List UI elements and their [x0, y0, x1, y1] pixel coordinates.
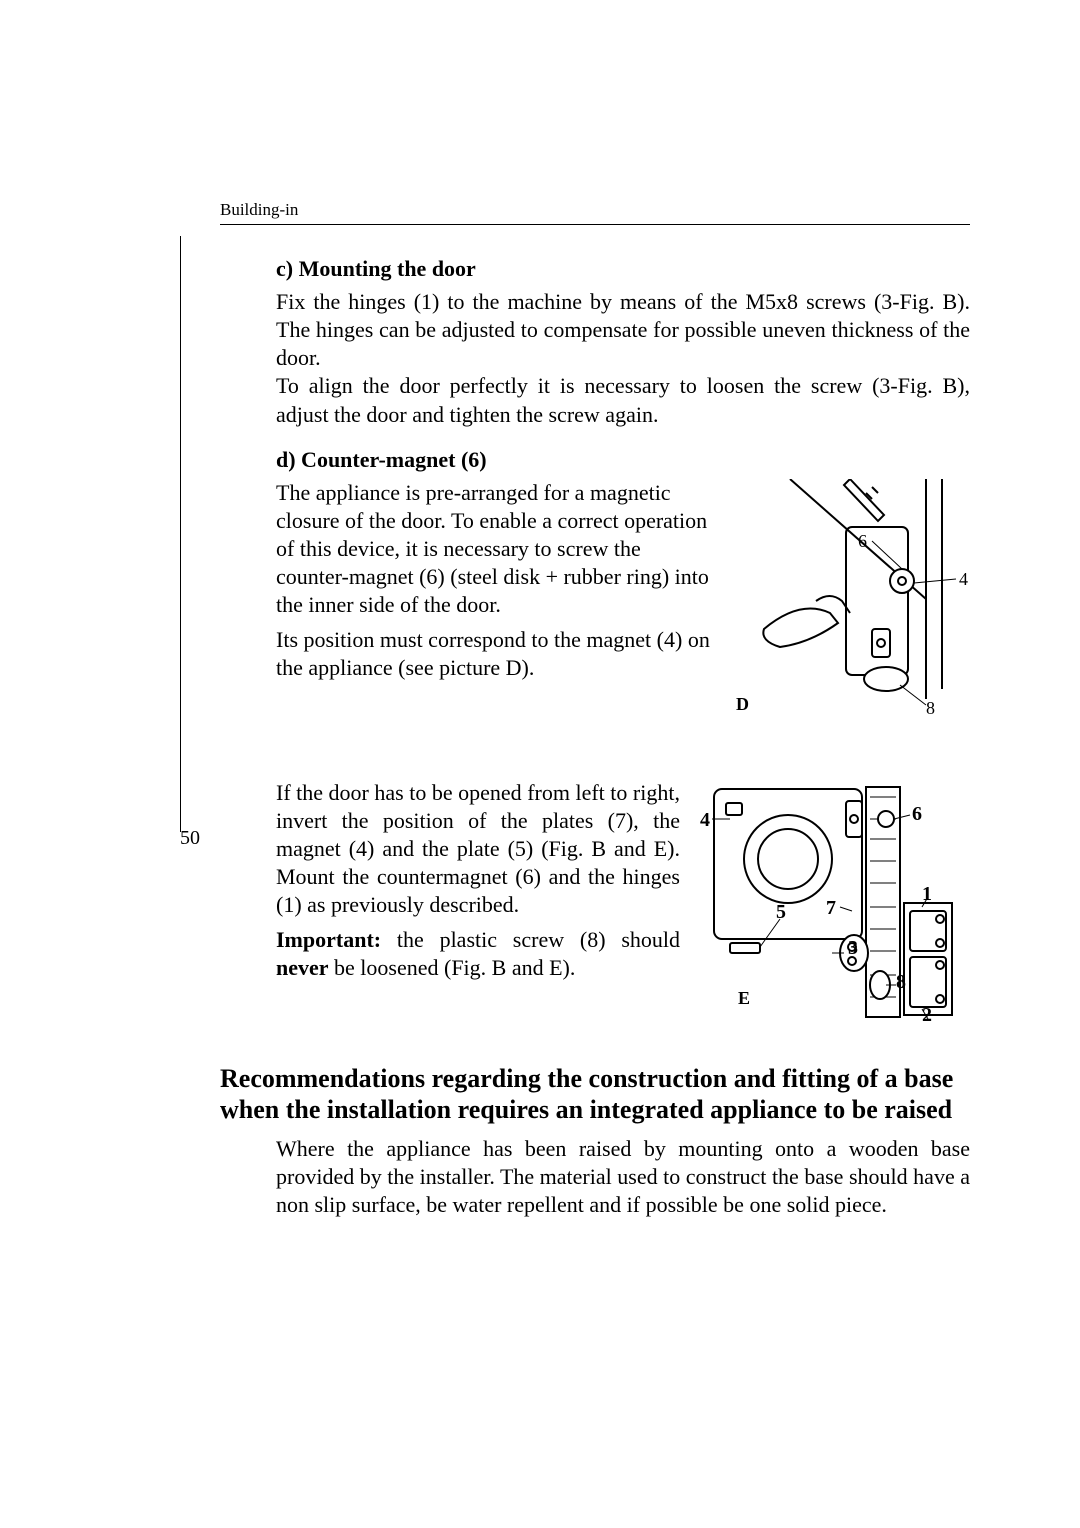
figure-e: E 4 6 5 7 1 3 8 2 [700, 779, 970, 1029]
section-d-p1: The appliance is pre-arranged for a magn… [276, 479, 710, 620]
figure-e-callout-4: 4 [700, 809, 710, 832]
figure-e-callout-7: 7 [826, 897, 836, 920]
figure-d-label: D [736, 694, 749, 715]
figure-d-callout-8: 8 [926, 698, 935, 719]
section-c-p1: Fix the hinges (1) to the machine by mea… [276, 289, 970, 370]
figure-d: D 6 4 8 [730, 479, 970, 749]
section-e-p2b: the plastic screw (8) should [381, 927, 680, 952]
section-d-text: The appliance is pre-arranged for a magn… [276, 479, 710, 749]
figure-d-callout-6: 6 [858, 531, 867, 552]
figure-e-callout-1: 1 [922, 883, 932, 906]
page-number: 50 [180, 827, 200, 850]
figure-e-callout-3: 3 [848, 937, 858, 960]
left-rule [180, 236, 181, 832]
section-e-text: If the door has to be opened from left t… [276, 779, 680, 1029]
section-header: Building-in [220, 200, 970, 225]
content-area: c) Mounting the door Fix the hinges (1) … [220, 256, 970, 1220]
figure-e-callout-2: 2 [922, 1004, 932, 1027]
section-d-row: The appliance is pre-arranged for a magn… [276, 479, 970, 749]
figure-e-callout-5: 5 [776, 901, 786, 924]
section-d-p2: Its position must correspond to the magn… [276, 626, 710, 682]
section-e-important: Important: [276, 927, 381, 952]
section-c-body: Fix the hinges (1) to the machine by mea… [276, 288, 970, 429]
recommendations-body: Where the appliance has been raised by m… [276, 1135, 970, 1219]
section-e-p2d: be loosened (Fig. B and E). [329, 955, 576, 980]
section-e-p1: If the door has to be opened from left t… [276, 779, 680, 920]
figure-d-callout-4: 4 [959, 569, 968, 590]
section-d-title: d) Counter-magnet (6) [276, 447, 970, 473]
figure-e-callout-6: 6 [912, 803, 922, 826]
recommendations-title: Recommendations regarding the constructi… [220, 1063, 970, 1125]
section-e-row: If the door has to be opened from left t… [276, 779, 970, 1029]
section-c-p2: To align the door perfectly it is necess… [276, 373, 970, 426]
section-e-p2: Important: the plastic screw (8) should … [276, 926, 680, 982]
figure-e-callout-8: 8 [896, 971, 906, 994]
section-c-title: c) Mounting the door [276, 256, 970, 282]
manual-page: Building-in c) Mounting the door Fix the… [0, 0, 1080, 1280]
section-e-never: never [276, 955, 329, 980]
figure-e-label: E [738, 988, 750, 1009]
header-text: Building-in [220, 200, 298, 219]
